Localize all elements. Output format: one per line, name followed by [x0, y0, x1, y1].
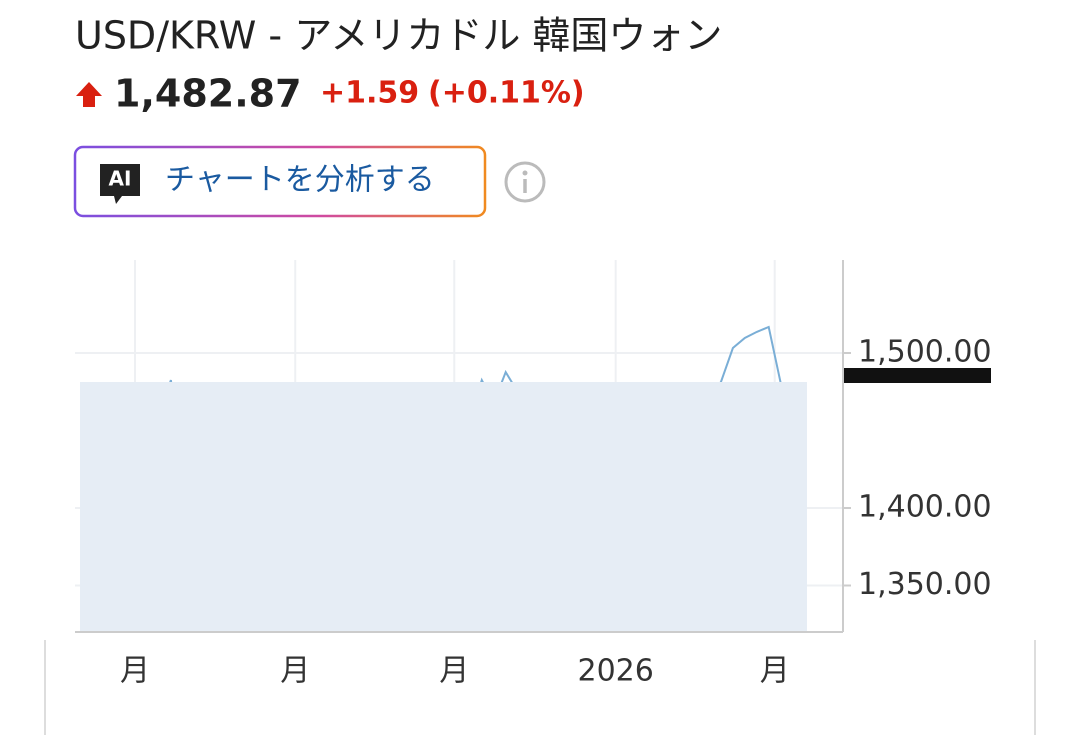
x-tick-label: 月: [760, 654, 790, 689]
x-tick-label: 月: [120, 654, 150, 689]
info-icon-dot: [522, 170, 528, 176]
ai-button-label[interactable]: チャートを分析する: [165, 163, 435, 198]
y-tick-label: 1,350.00: [858, 567, 992, 602]
price-tag: [843, 368, 991, 383]
x-tick-label: 月: [280, 654, 310, 689]
y-tick-label: 1,400.00: [858, 490, 992, 525]
price: 1,482.87: [114, 72, 302, 116]
y-tick-label: 1,500.00: [858, 335, 992, 370]
info-icon[interactable]: [504, 161, 546, 203]
change-pct: (+0.11%): [428, 76, 585, 111]
change: +1.59: [320, 76, 419, 111]
x-tick-label: 月: [439, 654, 469, 689]
plot: 月 月 月 2026 月 1,350.00 1,400.00 1,500.00: [75, 260, 992, 689]
x-tick-label: 2026: [578, 654, 654, 689]
title: USD/KRW - アメリカドル 韓国ウォン: [75, 14, 722, 58]
ai-button[interactable]: [73, 145, 487, 218]
ai-icon-text: AI: [109, 167, 132, 191]
ai-icon: [100, 164, 140, 204]
area-overlay: [80, 382, 807, 632]
up-arrow: [76, 82, 102, 107]
